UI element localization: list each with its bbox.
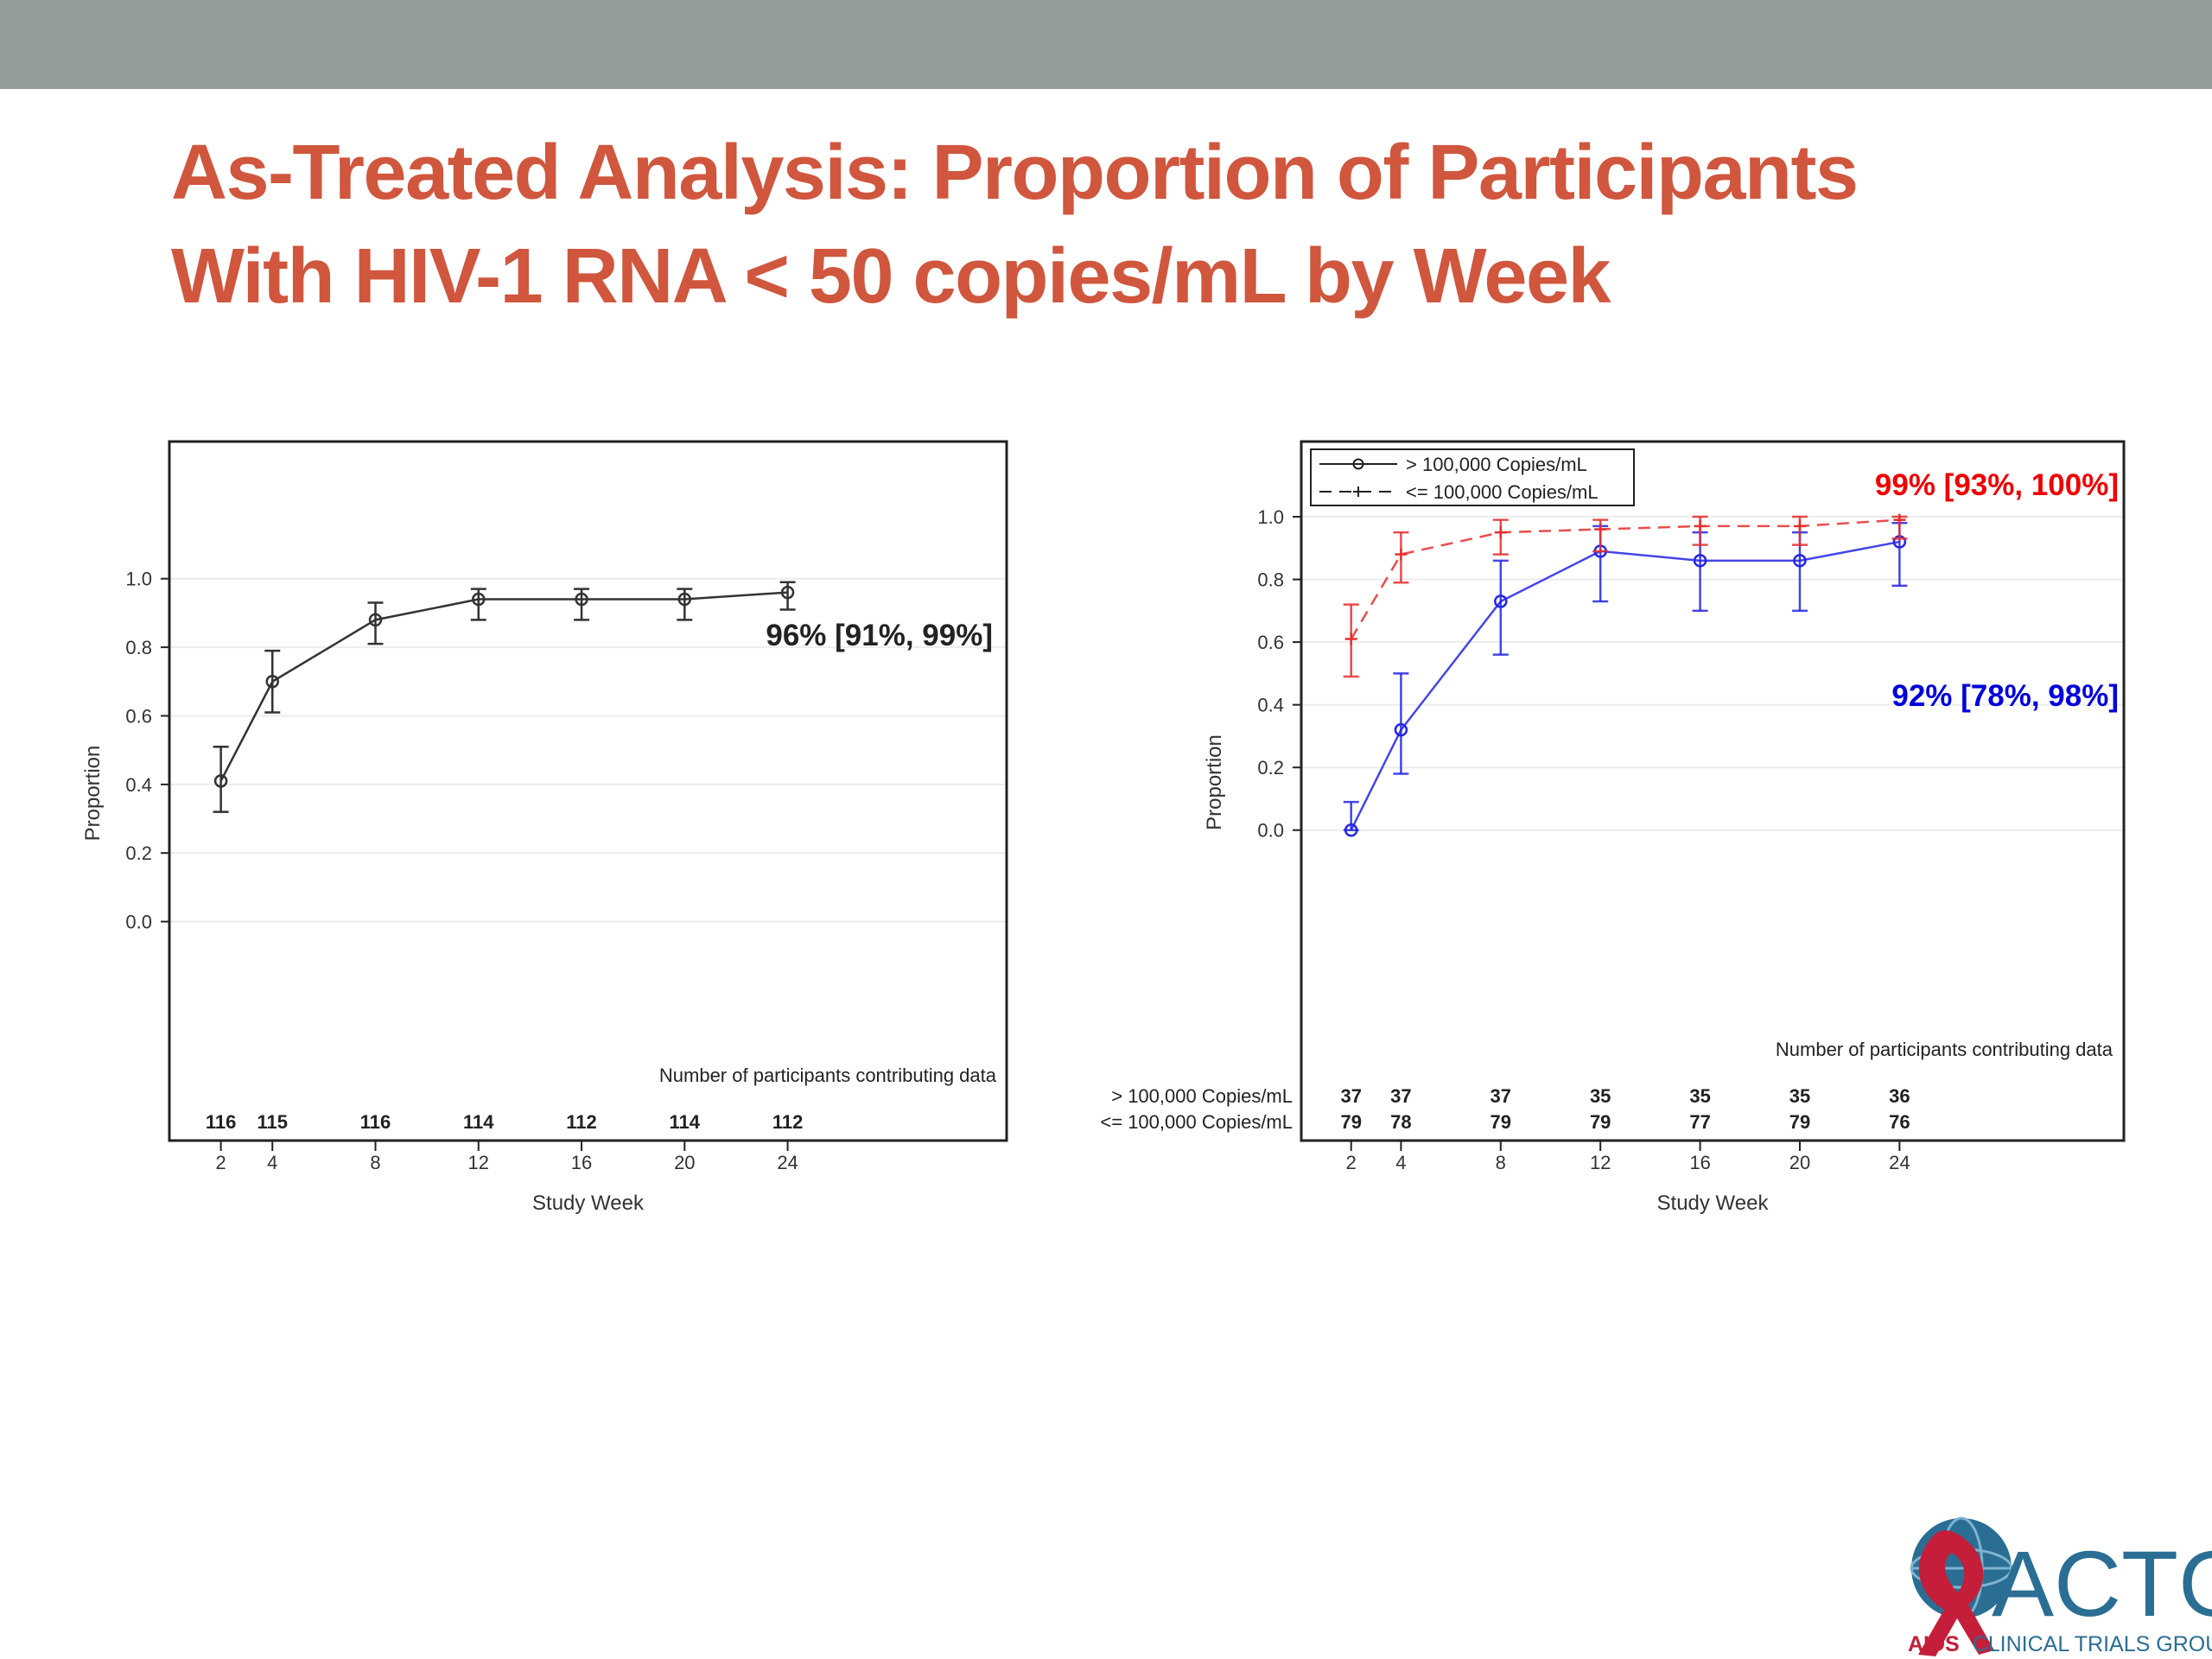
count-value: 112 (772, 1111, 804, 1133)
y-tick-label: 0.8 (1257, 569, 1284, 591)
y-tick-label: 0.0 (1257, 820, 1284, 842)
count-value: 79 (1340, 1111, 1361, 1133)
x-tick-label: 20 (1789, 1152, 1810, 1173)
x-tick-label: 2 (216, 1152, 226, 1173)
logo-subtitle-rest: CLINICAL TRIALS GROUP (1973, 1632, 2212, 1656)
y-tick-label: 1.0 (125, 569, 152, 590)
x-tick-label: 8 (1496, 1152, 1506, 1173)
y-tick-label: 0.2 (125, 842, 152, 864)
data-point (472, 592, 486, 607)
y-tick-label: 0.6 (125, 705, 152, 727)
count-value: 35 (1789, 1085, 1810, 1107)
count-value: 114 (670, 1111, 701, 1133)
count-value: 35 (1590, 1085, 1611, 1107)
counts-title: Number of participants contributing data (1776, 1039, 2113, 1060)
legend-label: > 100,000 Copies/mL (1406, 454, 1587, 475)
x-tick-label: 2 (1346, 1152, 1357, 1173)
actg-logo: ACTG AIDS CLINICAL TRIALS GROUP (1908, 1516, 2212, 1656)
legend-marker (1352, 458, 1364, 470)
series-line (1350, 540, 1900, 831)
count-value: 76 (1889, 1111, 1910, 1133)
count-value: 116 (360, 1111, 391, 1133)
count-value: 37 (1491, 1085, 1511, 1107)
red-ribbon-icon (1918, 1530, 1994, 1656)
count-value: 114 (463, 1111, 494, 1133)
count-value: 37 (1340, 1085, 1361, 1107)
legend-label: <= 100,000 Copies/mL (1406, 481, 1599, 503)
y-tick-label: 0.6 (1257, 632, 1284, 653)
x-tick-label: 24 (777, 1152, 798, 1173)
x-tick-label: 4 (267, 1152, 277, 1173)
x-tick-label: 24 (1889, 1152, 1910, 1173)
count-value: 36 (1889, 1085, 1910, 1107)
plot-frame (168, 440, 1008, 1142)
count-value: 37 (1390, 1085, 1411, 1107)
y-tick-label: 0.4 (125, 774, 152, 796)
y-tick-label: 0.0 (125, 912, 152, 933)
series-line (219, 591, 788, 782)
header-bar (0, 0, 2212, 89)
count-value: 78 (1390, 1111, 1411, 1133)
x-tick-label: 4 (1395, 1152, 1406, 1173)
data-point (1693, 554, 1707, 568)
logo-subtitle: AIDS CLINICAL TRIALS GROUP (1908, 1632, 2212, 1656)
count-value: 77 (1689, 1111, 1710, 1133)
count-value: 116 (206, 1111, 237, 1133)
x-tick-label: 16 (1689, 1152, 1710, 1173)
count-value: 115 (257, 1111, 289, 1133)
slide-title: As-Treated Analysis: Proportion of Parti… (171, 121, 2072, 328)
data-point (575, 592, 588, 607)
value-annotation: 99% [93%, 100%] (1875, 468, 2119, 502)
data-point (368, 613, 383, 627)
y-tick-label: 0.4 (1257, 695, 1284, 716)
count-value: 35 (1689, 1085, 1710, 1107)
counts-row-label: > 100,000 Copies/mL (1111, 1085, 1293, 1107)
legend-box (1310, 448, 1635, 506)
data-point (780, 585, 795, 600)
x-tick-label: 20 (674, 1152, 695, 1173)
x-axis-label: Study Week (532, 1192, 645, 1215)
slide-title-line-2: With HIV-1 RNA < 50 copies/mL by Week (171, 233, 1611, 320)
data-point (1494, 594, 1508, 608)
data-point (213, 774, 228, 788)
y-tick-label: 0.8 (125, 637, 152, 658)
y-axis-label: Proportion (1203, 734, 1226, 830)
x-tick-label: 16 (571, 1152, 592, 1173)
data-point (677, 592, 692, 607)
x-tick-label: 8 (370, 1152, 380, 1173)
counts-title: Number of participants contributing data (659, 1065, 997, 1086)
y-tick-label: 0.2 (1257, 757, 1284, 779)
data-point (1344, 823, 1358, 837)
data-point (265, 675, 280, 689)
count-value: 79 (1789, 1111, 1810, 1133)
y-tick-label: 1.0 (1257, 506, 1284, 528)
data-point (1394, 722, 1408, 737)
x-tick-label: 12 (1590, 1152, 1611, 1173)
count-value: 112 (566, 1111, 597, 1133)
x-tick-label: 12 (468, 1152, 489, 1173)
logo-subtitle-prefix: AIDS (1908, 1632, 1960, 1656)
plot-frame (1300, 440, 2126, 1142)
count-value: 79 (1491, 1111, 1511, 1133)
data-point (1793, 554, 1807, 568)
slide-title-line-1: As-Treated Analysis: Proportion of Parti… (171, 130, 1859, 216)
x-axis-label: Study Week (1657, 1192, 1770, 1215)
count-value: 79 (1590, 1111, 1611, 1133)
counts-row-label: <= 100,000 Copies/mL (1100, 1111, 1293, 1133)
value-annotation: 92% [78%, 98%] (1891, 679, 2119, 713)
value-annotation: 96% [91%, 99%] (766, 619, 993, 652)
logo-name: ACTG (1992, 1531, 2212, 1636)
y-axis-label: Proportion (81, 746, 105, 842)
